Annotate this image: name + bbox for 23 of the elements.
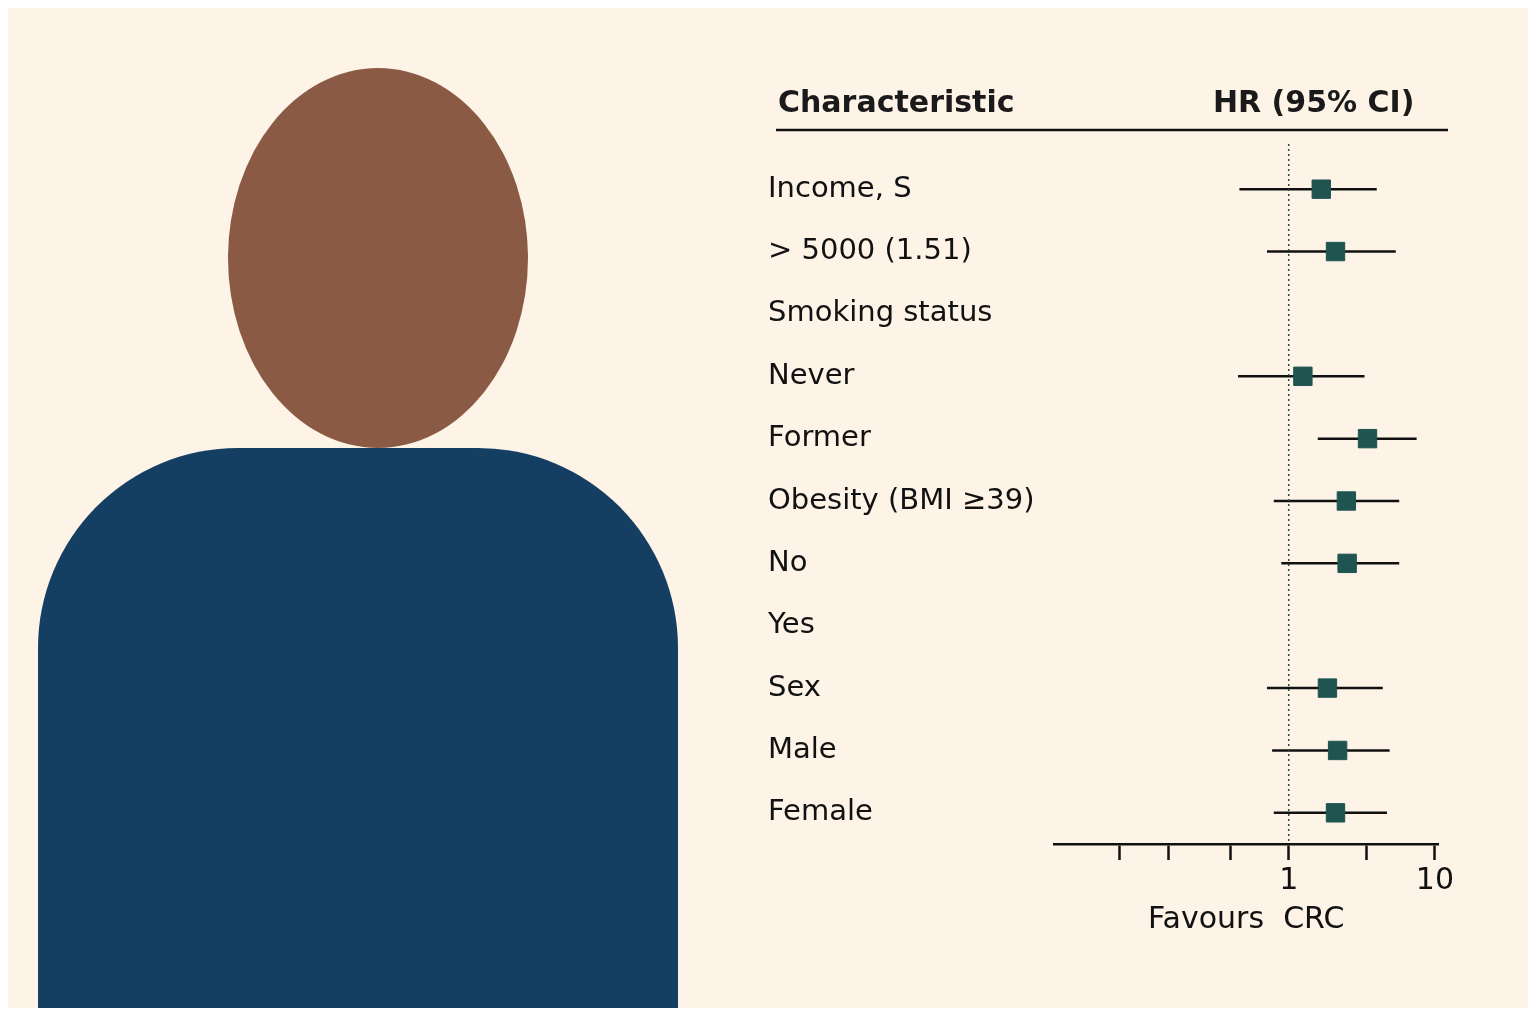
y-tick-label: Sex [768, 668, 821, 703]
y-tick-label: Female [768, 793, 873, 828]
x-axis-title: Favours CRC [1148, 899, 1345, 935]
x-tick-label: 10 [1415, 860, 1454, 896]
y-tick-label: Former [768, 419, 871, 454]
y-axis-title: Characteristic [778, 84, 1015, 119]
x-tick-label: 1 [1279, 860, 1299, 896]
y-tick-label: > 5000 (1.51) [768, 232, 972, 267]
point [1325, 803, 1346, 823]
point [1325, 241, 1346, 262]
point [1337, 553, 1357, 574]
y-tick-label: Obesity (BMI ≥39) [768, 481, 1035, 516]
chart-title: HR (95% CI) [1212, 84, 1415, 119]
y-tick-label: Smoking status [768, 294, 993, 329]
point [1317, 678, 1338, 698]
y-tick-label: No [768, 543, 808, 578]
point [1327, 740, 1348, 761]
point [1311, 179, 1331, 199]
point [1336, 491, 1357, 511]
y-tick-label: Never [768, 356, 855, 391]
y-tick-label: Income, S [768, 169, 912, 204]
y-tick-label: Yes [767, 606, 815, 641]
y-tick-label: Male [768, 730, 837, 765]
